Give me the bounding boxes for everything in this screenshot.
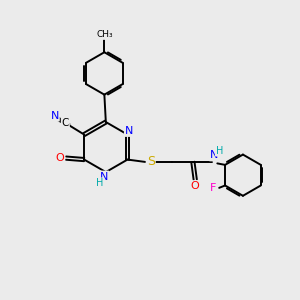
Text: N: N [50, 111, 59, 121]
Text: H: H [96, 178, 103, 188]
Text: N: N [100, 172, 109, 182]
Text: H: H [216, 146, 223, 156]
Text: S: S [147, 155, 155, 168]
Text: O: O [56, 153, 64, 163]
Text: O: O [191, 181, 200, 191]
Text: F: F [210, 183, 217, 193]
Text: N: N [125, 126, 133, 136]
Text: C: C [61, 118, 69, 128]
Text: N: N [210, 150, 218, 161]
Text: CH₃: CH₃ [96, 30, 113, 39]
